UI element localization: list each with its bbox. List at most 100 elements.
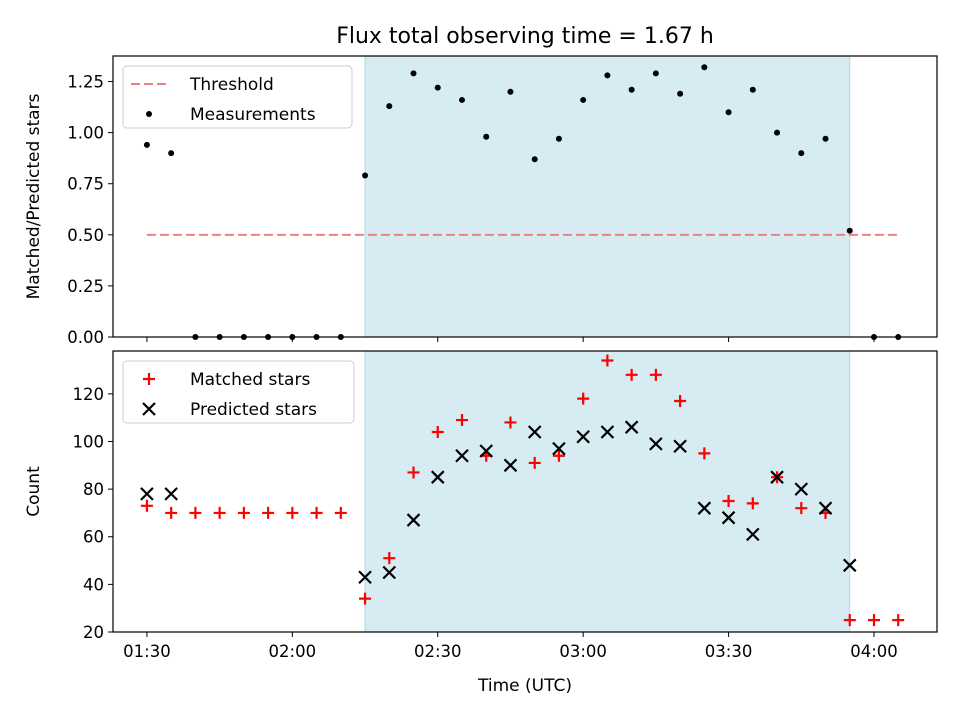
matched-star-point [407, 466, 420, 479]
predicted-star-point [479, 444, 494, 458]
matched-star-point [843, 614, 856, 627]
predicted-star-point [455, 449, 469, 463]
measurement-point [483, 133, 490, 140]
x-tick-label: 02:30 [414, 642, 462, 661]
y-tick-label: 80 [83, 480, 104, 499]
measurement-point [143, 141, 150, 148]
chart-title: Flux total observing time = 1.67 h [336, 24, 714, 49]
x-tick-label: 03:00 [559, 642, 607, 661]
matched-star-point [698, 447, 711, 460]
predicted-star-point [673, 439, 687, 454]
matched-star-point [649, 368, 662, 381]
predicted-star-point [576, 429, 590, 444]
legend-label: Measurements [190, 105, 316, 125]
y-tick-label: 40 [83, 575, 104, 594]
predicted-star-point [600, 425, 615, 439]
matched-star-point [140, 499, 153, 512]
predicted-star-point [503, 458, 518, 473]
predicted-star-point [624, 420, 639, 434]
matched-star-point [795, 502, 808, 515]
measurement-point [652, 70, 659, 77]
predicted-star-point [721, 510, 736, 525]
predicted-star-point [770, 470, 784, 484]
y-axis-label: Count [24, 466, 44, 517]
matched-star-point [577, 392, 590, 405]
matched-star-point [383, 552, 396, 565]
matched-star-point [286, 506, 299, 519]
measurement-point [168, 150, 175, 157]
matched-star-point [237, 506, 250, 519]
x-tick-label: 01:30 [123, 642, 171, 661]
y-tick-label: 1.25 [67, 73, 104, 92]
matched-star-point [528, 456, 541, 469]
predicted-star-point [430, 470, 445, 484]
predicted-star-point [164, 487, 178, 501]
measurement-point [725, 109, 732, 116]
measurement-point [386, 103, 393, 110]
predicted-star-point [140, 487, 154, 501]
measurement-point [555, 135, 562, 142]
matched-star-point [867, 614, 880, 627]
matched-star-point [359, 592, 372, 605]
matched-star-point [455, 414, 468, 427]
y-tick-label: 120 [73, 385, 105, 404]
top-panel: 0.00 0.25 0.50 0.75 1.00 1.25 Matched/Predicte… [24, 55, 938, 347]
y-axis-label: Matched/Predicted stars [24, 93, 44, 299]
matched-star-point [165, 506, 178, 519]
matched-star-point [189, 506, 202, 519]
y-tick-label: 60 [83, 528, 104, 547]
observing-span [365, 351, 850, 632]
x-tick-label: 03:30 [705, 642, 753, 661]
measurement-point [798, 150, 805, 157]
y-tick-label: 0.00 [67, 328, 104, 347]
matched-star-point [504, 416, 517, 429]
measurement-point [362, 172, 369, 179]
x-tick-label: 04:00 [850, 642, 898, 661]
matched-star-point [746, 497, 759, 510]
measurement-point [531, 156, 538, 163]
legend-label: Predicted stars [190, 400, 317, 420]
legend: Threshold Measurements [122, 65, 353, 129]
measurement-point [774, 129, 781, 136]
predicted-star-point [794, 482, 809, 496]
predicted-star-point [649, 437, 663, 451]
y-tick-label: 0.50 [67, 226, 104, 245]
matched-star-point [625, 368, 638, 381]
axes-frame [112, 55, 938, 338]
matched-star-point [892, 614, 905, 627]
measurement-point [701, 64, 708, 71]
measurement-point [677, 90, 684, 97]
measurement-point [846, 227, 853, 234]
y-tick-label: 100 [73, 432, 105, 451]
matched-star-point [552, 449, 565, 462]
legend: Matched stars Predicted stars [122, 360, 355, 424]
predicted-star-point [358, 570, 372, 585]
measurement-point [410, 70, 417, 77]
matched-star-point [334, 506, 347, 519]
x-axis-label: Time (UTC) [477, 676, 572, 696]
predicted-star-point [746, 527, 760, 542]
predicted-star-point [697, 501, 712, 515]
matched-star-point [262, 506, 275, 519]
y-tick-label: 1.00 [67, 124, 104, 143]
legend-matched-swatch [143, 373, 155, 385]
matched-star-point [213, 506, 226, 519]
measurement-point [822, 135, 829, 142]
observing-span [365, 56, 850, 337]
matched-star-point [310, 506, 323, 519]
measurement-point [604, 72, 611, 79]
bottom-panel: 20 40 60 80 100 120 01:30 02:00 02:30 03:00 03:30 0… [24, 350, 938, 661]
predicted-star-point [406, 513, 421, 527]
predicted-star-point [527, 425, 542, 439]
y-tick-label: 0.75 [67, 175, 104, 194]
predicted-star-point [842, 558, 857, 573]
measurement-point [580, 96, 587, 103]
predicted-star-point [382, 565, 397, 580]
legend-label: Matched stars [190, 370, 310, 390]
y-tick-label: 0.25 [67, 277, 104, 296]
matched-star-point [674, 395, 687, 408]
measurement-point [458, 96, 465, 103]
x-tick-label: 02:00 [269, 642, 317, 661]
measurement-point [628, 86, 635, 93]
